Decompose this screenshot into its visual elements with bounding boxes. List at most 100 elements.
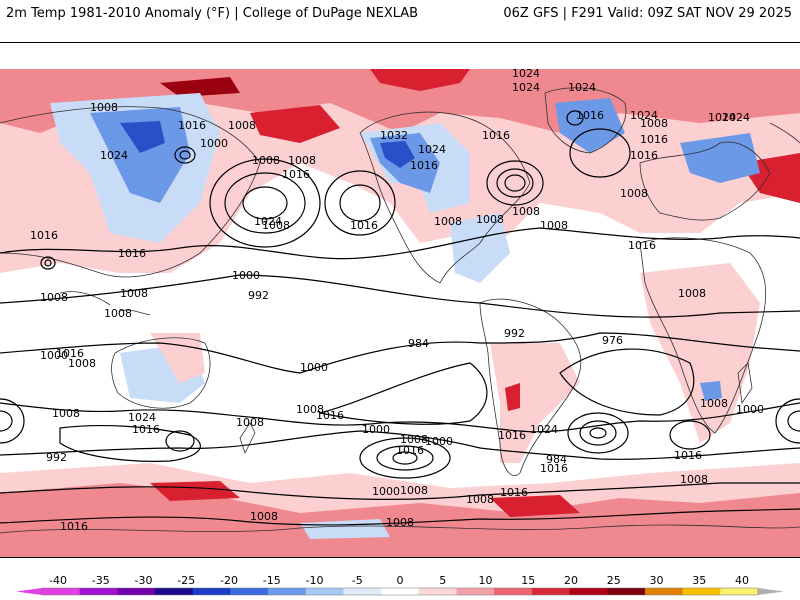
isobar-label: 1016 xyxy=(500,486,528,499)
isobar-1016-nh xyxy=(0,227,800,260)
isobar-high-pacific-east-2 xyxy=(339,184,381,222)
color-legend: -40 -35 -30 -25 -20 -15 -10 -5 0 5 10 15 20 25 30 35 40 xyxy=(0,568,800,600)
legend-swatch xyxy=(192,588,231,595)
legend-swatch xyxy=(531,588,571,595)
isobar-label: 1008 xyxy=(68,357,96,370)
isobar-label: 992 xyxy=(504,327,525,340)
isobar-label: 1016 xyxy=(282,168,310,181)
isobar-1008-tropics xyxy=(0,274,800,318)
isobar-label: 1016 xyxy=(60,520,88,533)
isobar-label: 1008 xyxy=(700,397,728,410)
isobar-low-sh-5 xyxy=(567,412,629,454)
isobar-1008-antarctic xyxy=(0,482,800,500)
isobar-low-sh-8 xyxy=(669,420,711,450)
isobar-label: 1008 xyxy=(120,287,148,300)
legend-tick-label: 15 xyxy=(521,574,535,587)
isobar-label: 1016 xyxy=(576,109,604,122)
coast-australia xyxy=(111,337,211,409)
isobar-label: 1008 xyxy=(680,473,708,486)
isobar-label: 1016 xyxy=(482,129,510,142)
isobar-label: 1008 xyxy=(466,493,494,506)
isobar-label: 1000 xyxy=(372,485,400,498)
isobar-label: 1024 xyxy=(630,109,658,122)
isobar-label: 992 xyxy=(248,289,269,302)
arctic-warm-core-1 xyxy=(370,69,470,91)
isobar-low-aleutian xyxy=(174,146,196,164)
isobar-low-edge-east-1 xyxy=(775,398,800,444)
isobar-label: 1008 xyxy=(252,154,280,167)
legend-tick-label: -35 xyxy=(92,574,110,587)
coast-south-america xyxy=(479,298,582,476)
legend-tick-label: 40 xyxy=(735,574,749,587)
isobar-low-sh-6 xyxy=(579,420,617,446)
legend-swatch xyxy=(155,588,194,595)
isobar-label: 1000 xyxy=(362,423,390,436)
model-run-info: 06Z GFS | F291 Valid: 09Z SAT NOV 29 202… xyxy=(503,6,792,21)
isobar-label: 1008 xyxy=(540,219,568,232)
arctic-warm-core-4 xyxy=(160,77,240,97)
isobar-label: 1000 xyxy=(425,435,453,448)
legend-tick-label: -10 xyxy=(306,574,324,587)
legend-tick-label: -25 xyxy=(177,574,195,587)
map-panel: 1024 1024 1024 1008 1016 1016 1008 1000 1032 1024… xyxy=(0,42,800,558)
legend-tick-label: 5 xyxy=(439,574,446,587)
coast-africa xyxy=(639,237,767,434)
legend-tick-label: -5 xyxy=(352,574,363,587)
legend-tick-label: 25 xyxy=(607,574,621,587)
isobar-high-pacific-2 xyxy=(242,186,288,220)
antarctic-warm-anomaly-strong xyxy=(0,483,800,557)
eastern-us-cold xyxy=(450,213,510,283)
legend-swatch xyxy=(381,588,420,595)
isobar-label: 976 xyxy=(602,334,623,347)
legend-swatch xyxy=(305,588,344,595)
isobar-label: 1008 xyxy=(386,516,414,529)
isobar-label: 1008 xyxy=(288,154,316,167)
isobar-label: 1016 xyxy=(498,429,526,442)
isobar-label: 1016 xyxy=(118,247,146,260)
isobar-high-pacific-east-1 xyxy=(324,170,396,236)
isobar-1000-sh xyxy=(0,430,800,460)
isobar-label: 1016 xyxy=(628,239,656,252)
isobar-low-atlantic-3 xyxy=(486,160,544,206)
legend-swatch xyxy=(607,588,646,595)
isobar-label: 1016 xyxy=(178,119,206,132)
coast-madagascar xyxy=(737,362,753,405)
scandinavia-cold-anomaly xyxy=(680,133,760,183)
legend-swatch xyxy=(494,588,533,595)
isobar-label: 1008 xyxy=(250,510,278,523)
north-america-cold-core xyxy=(380,141,415,168)
isobar-low-aleutian-2 xyxy=(179,150,191,160)
isobar-label: 1008 xyxy=(640,117,668,130)
isobar-label: 1008 xyxy=(620,187,648,200)
isobar-low-sh-4 xyxy=(392,451,418,465)
isobar-label: 1008 xyxy=(400,433,428,446)
legend-tick-label: -15 xyxy=(263,574,281,587)
legend-swatch xyxy=(456,588,495,595)
isobar-1016-antarctic xyxy=(0,508,800,526)
coast-antarctica xyxy=(0,524,800,534)
coast-indonesia xyxy=(59,291,151,316)
isobar-label: 1008 xyxy=(262,219,290,232)
isobar-1016-indian xyxy=(559,348,695,416)
coast-europe xyxy=(639,141,771,221)
legend-outline xyxy=(41,587,759,596)
legend-max-arrow xyxy=(758,588,784,595)
isobar-label: 1016 xyxy=(630,149,658,162)
coast-greenland xyxy=(544,87,627,154)
legend-tick-label: 20 xyxy=(564,574,578,587)
isobar-label: 1000 xyxy=(736,403,764,416)
isobar-label: 1008 xyxy=(90,101,118,114)
africa-warm-anomaly xyxy=(640,263,760,443)
isobar-label: 1008 xyxy=(52,407,80,420)
legend-swatch xyxy=(42,588,81,595)
legend-tick-label: 10 xyxy=(479,574,493,587)
coast-new-zealand xyxy=(239,422,256,455)
isobar-label: 1024 xyxy=(100,149,128,162)
isobar-low-edge-west-1 xyxy=(0,398,25,444)
arctic-warm-core-2 xyxy=(250,105,340,143)
south-america-warm-anomaly xyxy=(490,343,580,463)
isobar-low-cyclone-2 xyxy=(44,259,52,267)
legend-swatch xyxy=(644,588,684,595)
isobar-label: 1032 xyxy=(380,129,408,142)
